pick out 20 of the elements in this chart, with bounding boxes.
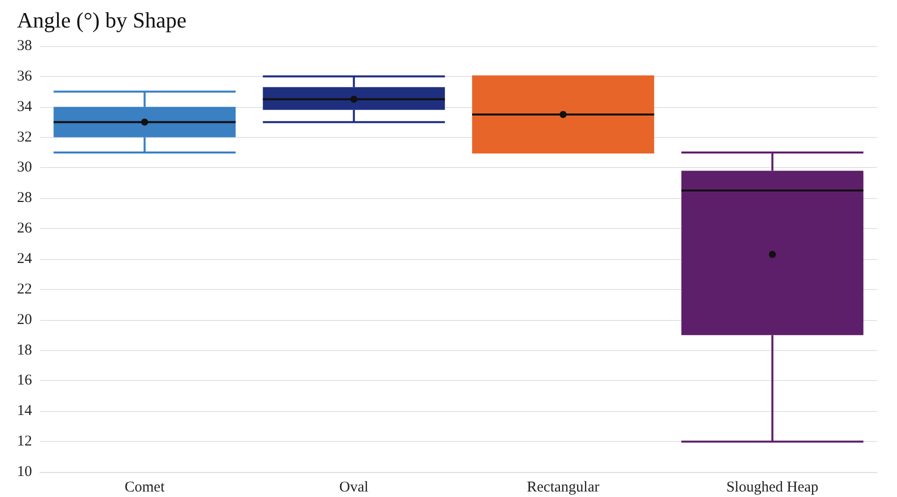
x-tick-label: Oval bbox=[339, 480, 368, 496]
y-tick-label: 18 bbox=[17, 342, 32, 358]
y-tick-label: 28 bbox=[17, 190, 32, 206]
x-tick-label: Comet bbox=[124, 480, 166, 496]
y-tick-label: 14 bbox=[17, 403, 32, 420]
x-tick-label: Rectangular bbox=[526, 480, 600, 496]
y-tick-label: 36 bbox=[17, 68, 32, 84]
y-tick-label: 26 bbox=[17, 220, 32, 237]
y-tick-label: 20 bbox=[17, 312, 32, 328]
chart-title: Angle (°) by Shape bbox=[17, 8, 186, 32]
y-tick-label: 24 bbox=[17, 251, 32, 267]
y-tick-label: 16 bbox=[17, 372, 32, 389]
y-tick-label: 30 bbox=[17, 160, 32, 176]
y-tick-label: 32 bbox=[17, 129, 32, 146]
y-tick-label: 12 bbox=[17, 434, 32, 450]
y-tick-label: 34 bbox=[17, 98, 32, 115]
y-tick-label: 38 bbox=[17, 38, 32, 54]
y-tick-label: 22 bbox=[17, 281, 32, 298]
y-tick-label: 10 bbox=[17, 464, 32, 480]
x-tick-label: Sloughed Heap bbox=[726, 480, 818, 496]
